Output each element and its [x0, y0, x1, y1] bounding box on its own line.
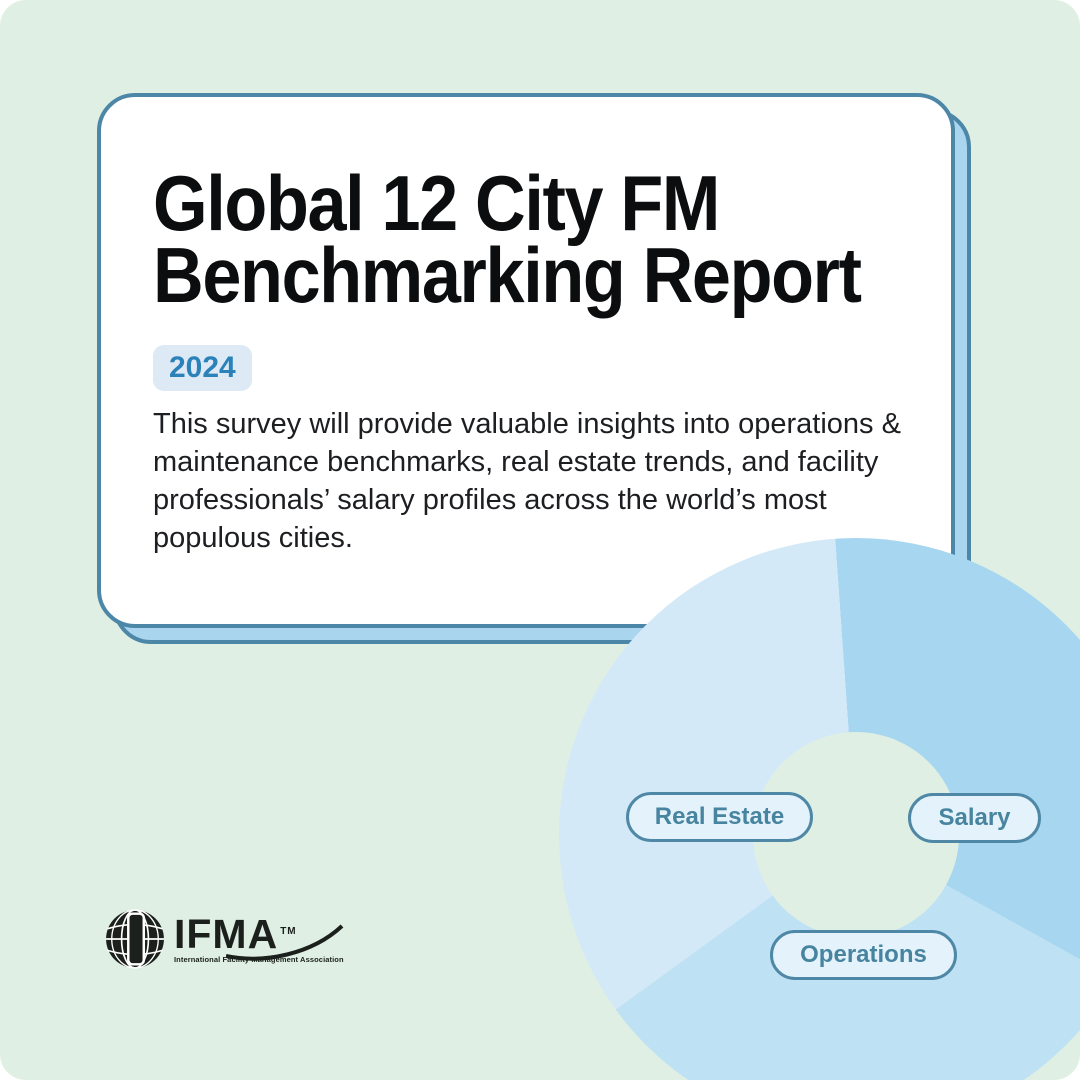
globe-icon [106, 909, 164, 969]
report-card: Global 12 City FM Benchmarking Report 20… [97, 93, 955, 628]
category-pill-real-estate-label: Real Estate [654, 803, 785, 830]
ifma-logo-text: IFMA TM International Facility Management… [174, 911, 344, 965]
trademark-symbol: TM [280, 926, 297, 937]
report-title-line2: Benchmarking Report [153, 231, 862, 319]
category-pill-operations-label: Operations [800, 941, 927, 968]
report-title-line1: Global 12 City FM [153, 159, 720, 247]
report-description: This survey will provide valuable insigh… [153, 408, 901, 554]
category-pill-operations[interactable]: Operations [770, 930, 957, 980]
ifma-wordmark-text: IFMA [174, 911, 279, 957]
ifma-logo: IFMA TM International Facility Management… [104, 908, 344, 970]
category-pill-salary-label: Salary [938, 804, 1011, 831]
year-badge: 2024 [153, 345, 252, 391]
ifma-wordmark: IFMA TM [174, 911, 344, 957]
category-pill-real-estate[interactable]: Real Estate [626, 792, 813, 842]
category-pill-salary[interactable]: Salary [908, 793, 1041, 843]
report-title: Global 12 City FM Benchmarking Report [153, 159, 862, 319]
